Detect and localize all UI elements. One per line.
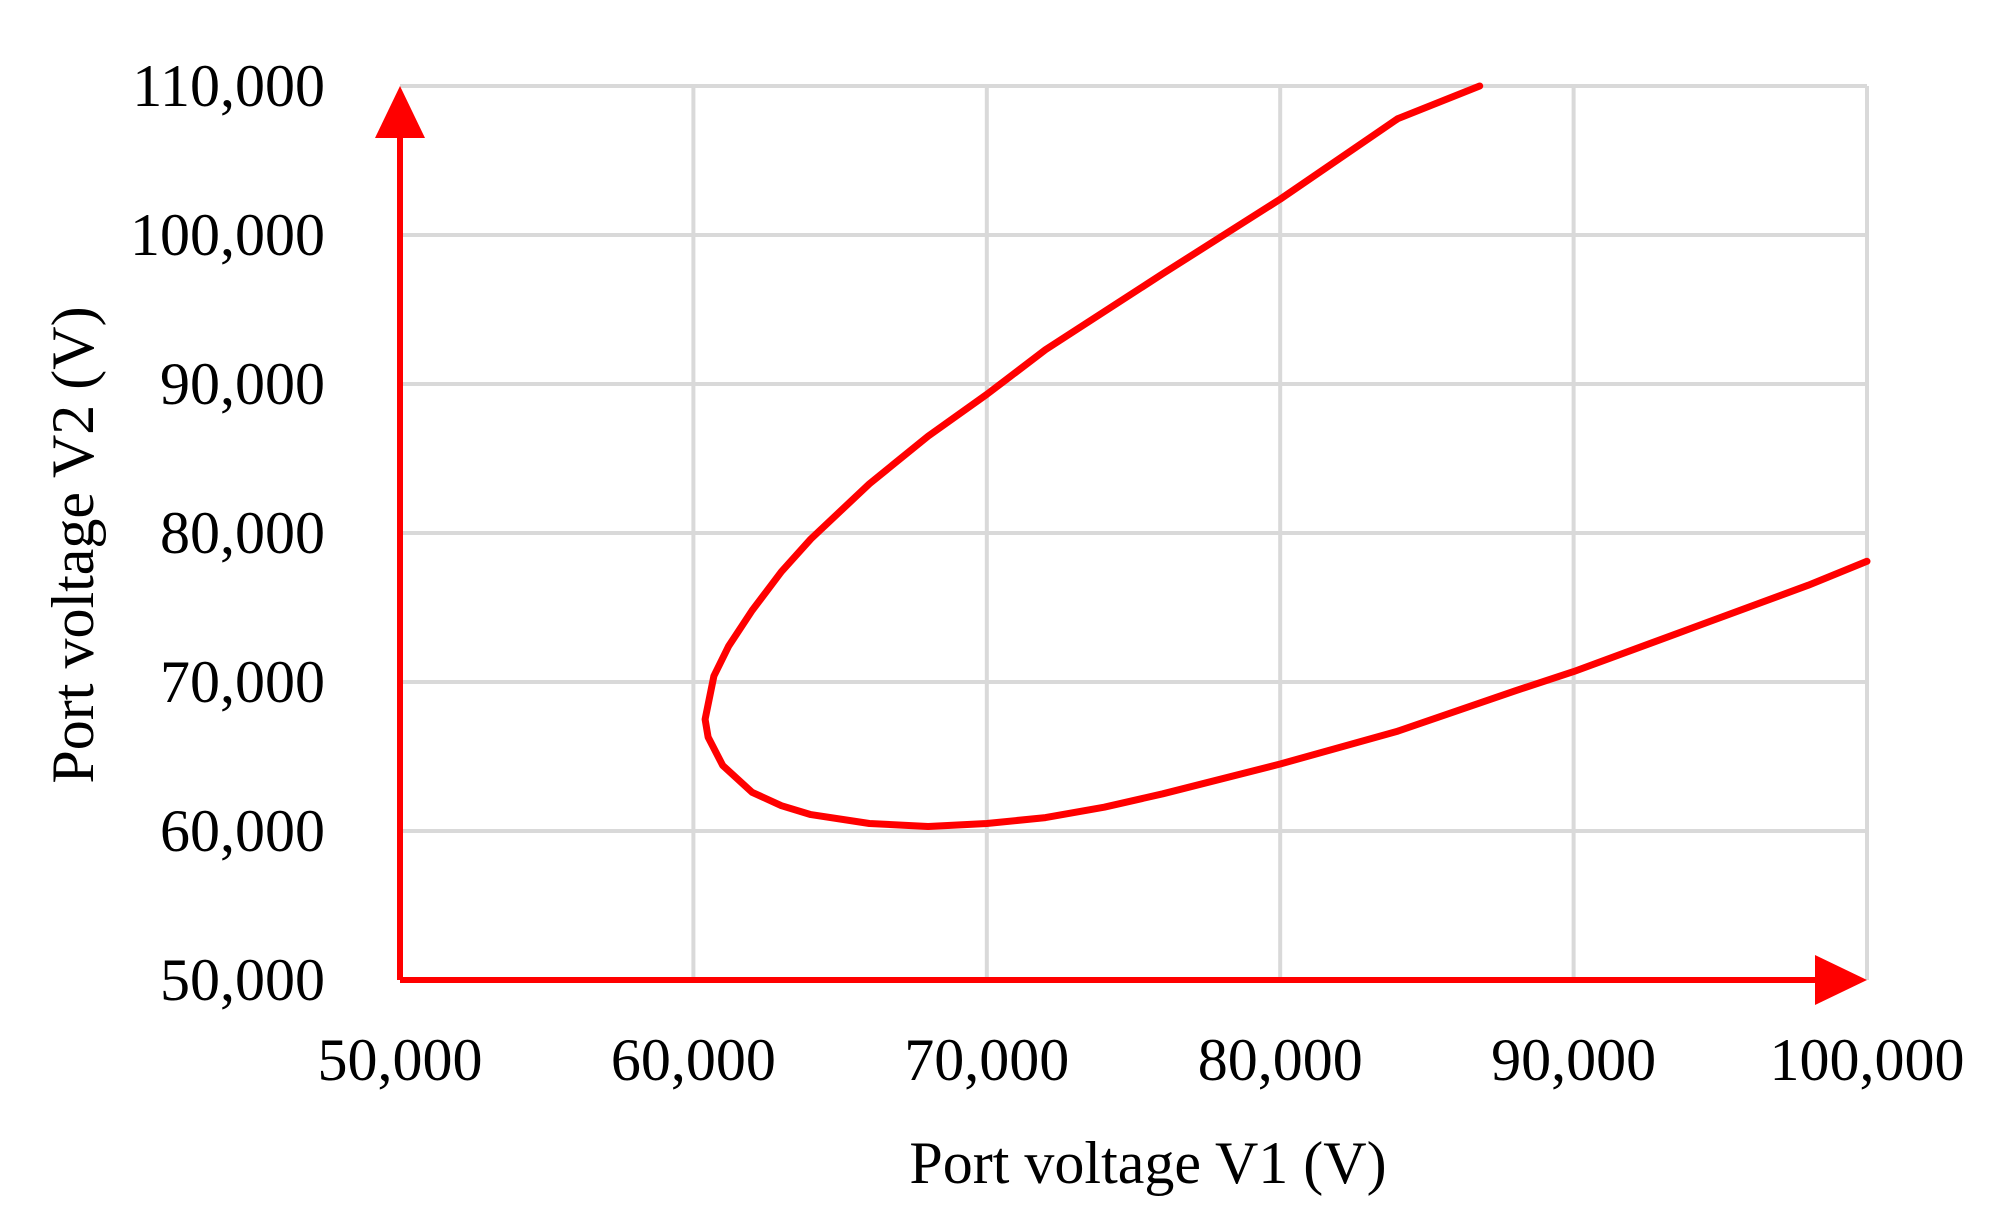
x-tick-label: 60,000 (611, 1027, 776, 1093)
y-tick-label: 70,000 (160, 649, 325, 715)
axes (375, 86, 1867, 1005)
x-axis-arrow-icon (1815, 955, 1867, 1005)
x-tick-label: 50,000 (318, 1027, 483, 1093)
series-line (701, 82, 1871, 830)
gridlines (400, 84, 1869, 980)
series-group (701, 82, 1871, 830)
y-tick-label: 110,000 (132, 53, 325, 119)
x-tick-label: 90,000 (1491, 1027, 1656, 1093)
x-tick-label: 100,000 (1770, 1027, 1965, 1093)
x-tick-label: 80,000 (1198, 1027, 1363, 1093)
y-tick-label: 60,000 (160, 798, 325, 864)
y-tick-label: 90,000 (160, 351, 325, 417)
y-tick-label: 100,000 (130, 202, 325, 268)
y-axis-arrow-icon (375, 86, 425, 138)
x-axis-title: Port voltage V1 (V) (909, 1130, 1386, 1196)
x-tick-label: 70,000 (904, 1027, 1069, 1093)
y-tick-label: 80,000 (160, 500, 325, 566)
tick-labels: 50,000 60,000 70,000 80,000 90,000 100,000 50,… (130, 53, 1965, 1093)
y-tick-label: 50,000 (160, 947, 325, 1013)
y-axis-title: Port voltage V2 (V) (40, 306, 106, 783)
